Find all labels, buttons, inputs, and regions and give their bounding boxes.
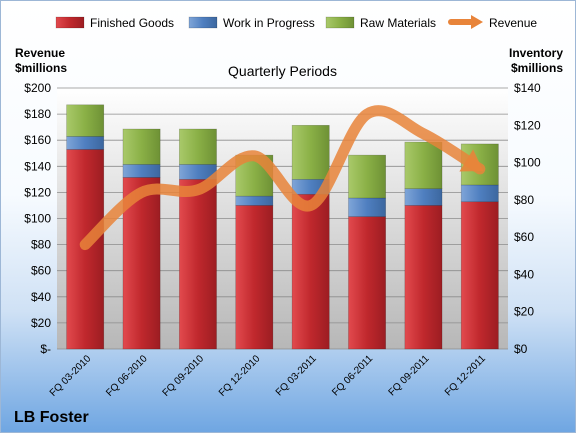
left-tick-label: $180 bbox=[24, 107, 51, 121]
right-tick-label: $60 bbox=[514, 230, 534, 244]
right-tick-label: $20 bbox=[514, 305, 534, 319]
left-tick-label: $- bbox=[40, 342, 51, 356]
legend-label: Raw Materials bbox=[360, 16, 436, 30]
bar-work-in-progress bbox=[66, 136, 105, 150]
right-tick-label: $0 bbox=[514, 342, 528, 356]
bar-work-in-progress bbox=[404, 188, 443, 206]
left-tick-label: $40 bbox=[31, 290, 51, 304]
bar-finished-goods bbox=[404, 205, 443, 350]
bar-finished-goods bbox=[179, 179, 217, 350]
bar-finished-goods bbox=[460, 201, 499, 350]
bar-work-in-progress bbox=[235, 195, 274, 206]
bar-work-in-progress bbox=[122, 164, 161, 178]
chart-title: Quarterly Periods bbox=[228, 63, 337, 79]
right-axis-title-line2: $millions bbox=[511, 61, 563, 75]
category-label: FQ 06-2011 bbox=[330, 353, 375, 398]
legend-arrow bbox=[471, 15, 483, 29]
company-name: LB Foster bbox=[14, 409, 89, 426]
bar-work-in-progress bbox=[348, 197, 386, 217]
legend-label: Work in Progress bbox=[223, 16, 315, 30]
left-tick-label: $20 bbox=[31, 316, 51, 330]
legend-swatch bbox=[325, 16, 355, 29]
category-label: FQ 03-2011 bbox=[274, 353, 319, 398]
category-label: FQ 12-2010 bbox=[217, 353, 263, 399]
category-label: FQ 09-2011 bbox=[387, 353, 432, 398]
left-tick-label: $80 bbox=[31, 238, 51, 252]
revenue-line bbox=[79, 105, 486, 251]
right-tick-label: $120 bbox=[514, 118, 541, 132]
left-tick-label: $60 bbox=[31, 264, 51, 278]
bar-raw-materials bbox=[348, 154, 386, 199]
bar-raw-materials bbox=[179, 128, 217, 165]
bar-finished-goods bbox=[291, 193, 330, 350]
right-tick-label: $100 bbox=[514, 156, 541, 170]
revenue-arrowhead bbox=[459, 149, 484, 172]
category-label: FQ 09-2010 bbox=[161, 353, 207, 399]
category-label: FQ 12-2011 bbox=[443, 353, 488, 398]
left-axis-title-line2: $millions bbox=[15, 61, 67, 75]
right-tick-label: $80 bbox=[514, 193, 534, 207]
legend-label: Revenue bbox=[489, 16, 537, 30]
bar-finished-goods bbox=[348, 216, 386, 350]
right-tick-label: $140 bbox=[514, 81, 541, 95]
bar-raw-materials bbox=[66, 104, 105, 137]
bar-finished-goods bbox=[235, 205, 274, 350]
left-tick-label: $200 bbox=[24, 81, 51, 95]
bar-finished-goods bbox=[122, 177, 161, 350]
bar-raw-materials bbox=[291, 124, 330, 180]
right-axis-title-line1: Inventory bbox=[509, 46, 563, 60]
legend-swatch bbox=[188, 16, 218, 29]
bar-raw-materials bbox=[122, 128, 161, 165]
right-tick-label: $40 bbox=[514, 267, 534, 281]
left-tick-label: $140 bbox=[24, 159, 51, 173]
category-label: FQ 06-2010 bbox=[104, 353, 150, 399]
left-tick-label: $160 bbox=[24, 133, 51, 147]
legend-label: Finished Goods bbox=[90, 16, 174, 30]
category-label: FQ 03-2010 bbox=[48, 353, 94, 399]
left-tick-label: $120 bbox=[24, 185, 51, 199]
legend-swatch bbox=[55, 16, 85, 29]
left-axis-title-line1: Revenue bbox=[15, 46, 65, 60]
left-tick-label: $100 bbox=[24, 212, 51, 226]
bar-work-in-progress bbox=[460, 184, 499, 203]
bar-raw-materials bbox=[404, 141, 443, 189]
